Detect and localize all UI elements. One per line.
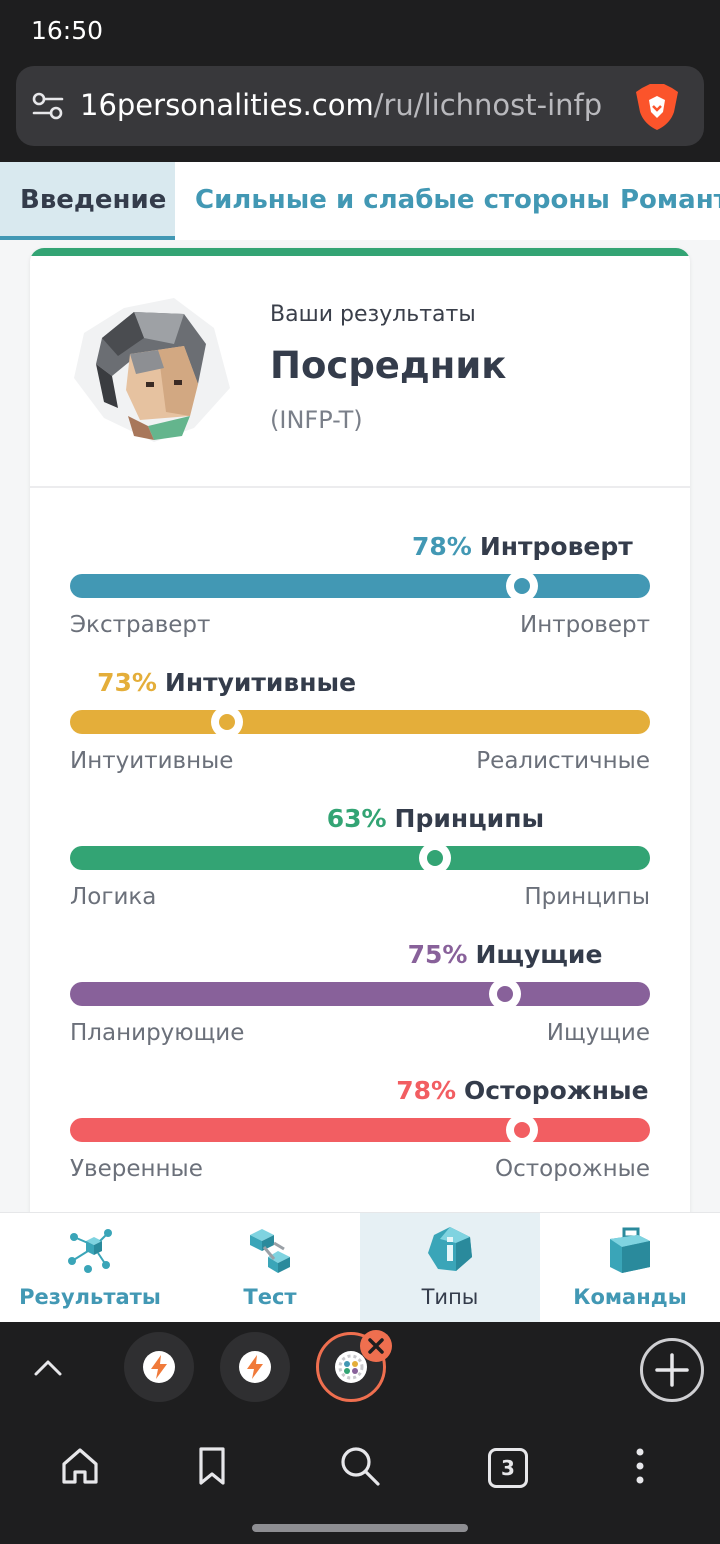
results-card: Ваши результаты Посредник (INFP-T) 78% Ин… — [30, 248, 690, 1322]
sixteen-personalities-favicon-icon — [338, 1354, 364, 1380]
gesture-bar — [252, 1524, 468, 1532]
trait-mind: 73% Интуитивные Интуитивные Реалистичные — [70, 668, 650, 788]
card-accent-stripe — [30, 248, 690, 256]
nav-results-label: Результаты — [19, 1285, 161, 1309]
lightning-icon — [247, 1355, 263, 1379]
trait-identity: 78% Осторожные Уверенные Осторожные — [70, 1076, 650, 1196]
nav-results[interactable]: Результаты — [0, 1213, 180, 1322]
search-icon[interactable] — [338, 1444, 382, 1488]
close-tab-button[interactable] — [360, 1330, 392, 1362]
trait-marker — [506, 1114, 539, 1146]
trait-left-label: Уверенные — [70, 1156, 203, 1182]
trait-heading: 78% Осторожные — [396, 1076, 648, 1105]
trait-marker — [419, 842, 452, 874]
test-icon — [250, 1229, 290, 1273]
web-page: Введение Сильные и слабые стороны Романт… — [0, 162, 720, 1322]
browser-tab-strip — [0, 1322, 720, 1422]
trait-marker — [506, 570, 539, 602]
lightning-icon — [151, 1355, 167, 1379]
trait-bar — [70, 710, 650, 734]
url-domain: 16personalities.com — [80, 88, 374, 122]
tab-favicon — [143, 1351, 175, 1383]
url-text[interactable]: 16personalities.com/ru/lichnost-infp — [80, 88, 602, 122]
nav-types-label: Типы — [421, 1285, 479, 1309]
browser-tab[interactable] — [124, 1332, 194, 1402]
trait-heading: 75% Ищущие — [408, 940, 603, 969]
teams-icon — [610, 1227, 650, 1273]
site-settings-icon[interactable] — [32, 90, 64, 122]
tab-romance[interactable]: Романт — [620, 185, 720, 215]
close-icon — [368, 1338, 384, 1354]
personality-type-name: Посредник — [270, 344, 507, 387]
trait-nature: 63% Принципы Логика Принципы — [70, 804, 650, 924]
mediator-avatar — [74, 298, 230, 442]
trait-bar — [70, 982, 650, 1006]
trait-name: Интуитивные — [164, 668, 357, 697]
url-path: /ru/lichnost-infp — [373, 88, 603, 122]
trait-right-label: Принципы — [524, 884, 650, 910]
results-icon — [68, 1229, 112, 1273]
more-menu-icon[interactable] — [618, 1444, 662, 1488]
plus-icon — [655, 1353, 689, 1387]
tab-strengths-weaknesses[interactable]: Сильные и слабые стороны — [195, 185, 610, 215]
new-tab-button[interactable] — [640, 1338, 704, 1402]
trait-left-label: Планирующие — [70, 1020, 245, 1046]
tab-count-button[interactable]: 3 — [488, 1448, 528, 1488]
trait-heading: 78% Интроверт — [412, 532, 633, 561]
nav-teams-label: Команды — [573, 1285, 687, 1309]
trait-percent: 73% — [97, 668, 157, 697]
trait-marker — [489, 978, 521, 1010]
trait-name: Осторожные — [464, 1076, 649, 1105]
trait-right-label: Осторожные — [495, 1156, 650, 1182]
trait-name: Интроверт — [479, 532, 633, 561]
trait-left-label: Интуитивные — [70, 748, 234, 774]
url-bar[interactable]: 16personalities.com/ru/lichnost-infp — [16, 66, 704, 146]
trait-bar — [70, 1118, 650, 1142]
trait-name: Ищущие — [475, 940, 603, 969]
bookmark-icon[interactable] — [190, 1444, 234, 1488]
trait-right-label: Реалистичные — [476, 748, 650, 774]
trait-right-label: Ищущие — [546, 1020, 650, 1046]
section-tabs: Введение Сильные и слабые стороны Романт — [0, 162, 720, 240]
nav-test[interactable]: Тест — [180, 1213, 360, 1322]
home-icon[interactable] — [58, 1444, 102, 1488]
trait-marker — [210, 706, 243, 738]
browser-tab[interactable] — [220, 1332, 290, 1402]
tab-intro[interactable]: Введение — [0, 162, 175, 240]
trait-left-label: Логика — [70, 884, 157, 910]
nav-test-label: Тест — [243, 1285, 297, 1309]
trait-energy: 78% Интроверт Экстраверт Интроверт — [70, 532, 650, 652]
trait-tactics: 75% Ищущие Планирующие Ищущие — [70, 940, 650, 1060]
browser-tab-active[interactable] — [316, 1332, 386, 1402]
trait-percent: 75% — [407, 940, 468, 969]
trait-bar — [70, 574, 650, 598]
trait-right-label: Интроверт — [519, 612, 650, 638]
tab-favicon — [239, 1351, 271, 1383]
chevron-up-icon[interactable] — [30, 1350, 66, 1386]
trait-percent: 63% — [326, 804, 387, 833]
nav-teams[interactable]: Команды — [540, 1213, 720, 1322]
status-bar: 16:50 — [0, 0, 720, 62]
tab-favicon — [335, 1351, 367, 1383]
trait-name: Принципы — [394, 804, 545, 833]
brave-lion-icon[interactable] — [634, 82, 680, 132]
results-label: Ваши результаты — [270, 302, 476, 327]
trait-percent: 78% — [396, 1076, 457, 1105]
status-time: 16:50 — [31, 16, 104, 45]
trait-bar — [70, 846, 650, 870]
trait-heading: 73% Интуитивные — [97, 668, 356, 697]
trait-percent: 78% — [412, 532, 472, 561]
trait-left-label: Экстраверт — [70, 612, 211, 638]
browser-toolbar: 3 — [0, 1422, 720, 1544]
card-divider — [30, 486, 690, 488]
site-bottom-nav: Результаты Тест Типы — [0, 1212, 720, 1322]
nav-types[interactable]: Типы — [360, 1213, 540, 1322]
trait-heading: 63% Принципы — [327, 804, 544, 833]
personality-type-code: (INFP-T) — [270, 406, 363, 434]
types-icon — [428, 1227, 472, 1271]
